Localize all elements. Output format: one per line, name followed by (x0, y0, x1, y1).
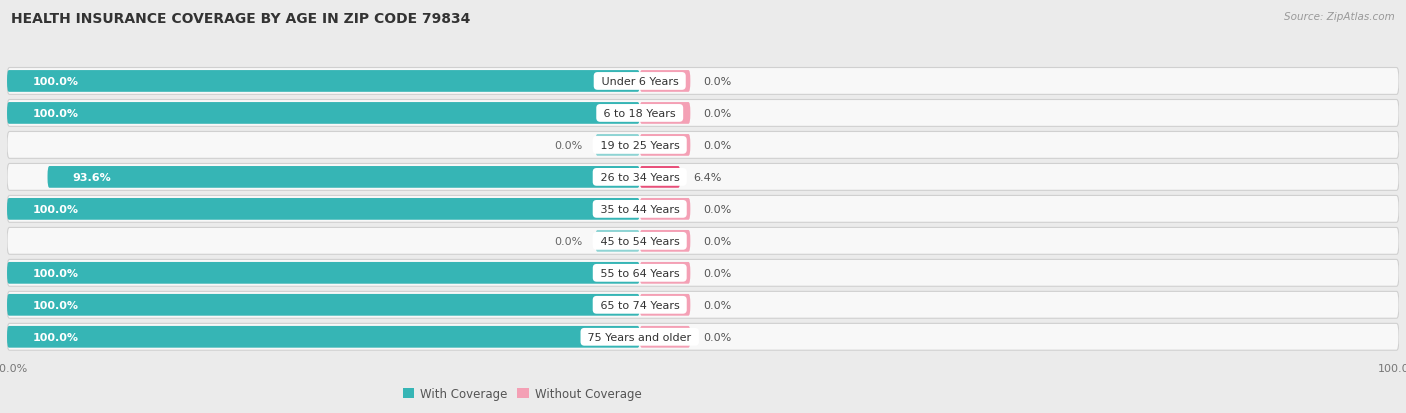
Text: Source: ZipAtlas.com: Source: ZipAtlas.com (1284, 12, 1395, 22)
Text: 0.0%: 0.0% (554, 140, 583, 151)
Text: 75 Years and older: 75 Years and older (585, 332, 695, 342)
FancyBboxPatch shape (7, 199, 640, 220)
FancyBboxPatch shape (7, 100, 1399, 127)
Text: 100.0%: 100.0% (32, 300, 79, 310)
Text: 100.0%: 100.0% (32, 109, 79, 119)
FancyBboxPatch shape (48, 166, 640, 188)
Text: 0.0%: 0.0% (703, 109, 731, 119)
FancyBboxPatch shape (7, 103, 640, 124)
Text: 0.0%: 0.0% (703, 236, 731, 246)
Text: 93.6%: 93.6% (73, 173, 111, 183)
FancyBboxPatch shape (640, 135, 690, 157)
FancyBboxPatch shape (7, 71, 640, 93)
Text: 0.0%: 0.0% (703, 204, 731, 214)
Text: 0.0%: 0.0% (703, 300, 731, 310)
Text: 6 to 18 Years: 6 to 18 Years (600, 109, 679, 119)
Text: 35 to 44 Years: 35 to 44 Years (596, 204, 683, 214)
Text: 19 to 25 Years: 19 to 25 Years (596, 140, 683, 151)
FancyBboxPatch shape (640, 294, 690, 316)
Text: 100.0%: 100.0% (32, 77, 79, 87)
Text: 100.0%: 100.0% (32, 332, 79, 342)
Text: 0.0%: 0.0% (703, 332, 731, 342)
Text: 6.4%: 6.4% (693, 173, 721, 183)
FancyBboxPatch shape (7, 68, 1399, 95)
Text: 0.0%: 0.0% (554, 236, 583, 246)
Text: 100.0%: 100.0% (32, 204, 79, 214)
FancyBboxPatch shape (7, 132, 1399, 159)
FancyBboxPatch shape (640, 262, 690, 284)
Text: 26 to 34 Years: 26 to 34 Years (596, 173, 683, 183)
FancyBboxPatch shape (640, 326, 690, 348)
FancyBboxPatch shape (7, 323, 1399, 350)
Text: 45 to 54 Years: 45 to 54 Years (596, 236, 683, 246)
Text: 65 to 74 Years: 65 to 74 Years (596, 300, 683, 310)
Text: 0.0%: 0.0% (703, 140, 731, 151)
FancyBboxPatch shape (7, 196, 1399, 223)
FancyBboxPatch shape (596, 230, 640, 252)
Text: 0.0%: 0.0% (703, 268, 731, 278)
Text: HEALTH INSURANCE COVERAGE BY AGE IN ZIP CODE 79834: HEALTH INSURANCE COVERAGE BY AGE IN ZIP … (11, 12, 471, 26)
FancyBboxPatch shape (7, 228, 1399, 255)
Text: Under 6 Years: Under 6 Years (598, 77, 682, 87)
FancyBboxPatch shape (596, 135, 640, 157)
FancyBboxPatch shape (640, 230, 690, 252)
Text: 0.0%: 0.0% (703, 77, 731, 87)
FancyBboxPatch shape (7, 260, 1399, 287)
FancyBboxPatch shape (7, 294, 640, 316)
FancyBboxPatch shape (640, 103, 690, 124)
FancyBboxPatch shape (640, 71, 690, 93)
Text: 100.0%: 100.0% (32, 268, 79, 278)
FancyBboxPatch shape (640, 166, 681, 188)
Text: 55 to 64 Years: 55 to 64 Years (596, 268, 683, 278)
Legend: With Coverage, Without Coverage: With Coverage, Without Coverage (398, 382, 647, 405)
FancyBboxPatch shape (7, 326, 640, 348)
FancyBboxPatch shape (7, 292, 1399, 318)
FancyBboxPatch shape (7, 164, 1399, 191)
FancyBboxPatch shape (640, 199, 690, 220)
FancyBboxPatch shape (7, 262, 640, 284)
